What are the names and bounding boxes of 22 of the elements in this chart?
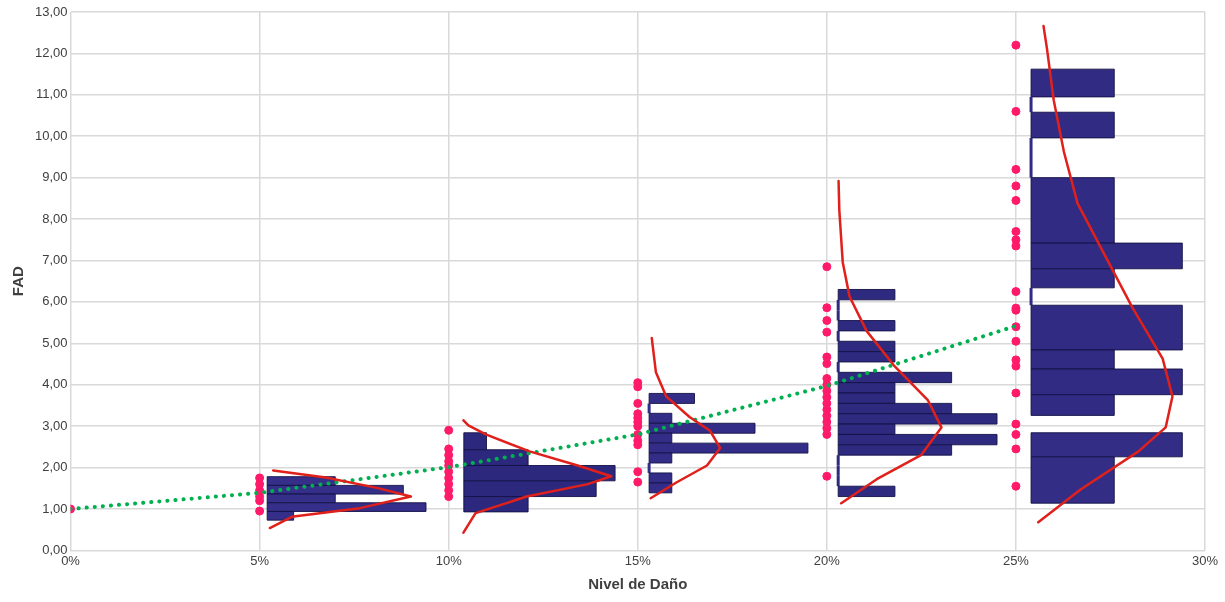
y-tick-label: 8,00 (42, 210, 68, 226)
x-tick-label: 20% (813, 552, 841, 568)
x-tick-label: 5% (250, 552, 270, 568)
y-tick-label: 4,00 (42, 376, 68, 392)
y-tick-label: 1,00 (42, 500, 68, 516)
y-tick-label: 13,00 (34, 3, 68, 19)
x-tick-label: 30% (1191, 552, 1219, 568)
y-tick-label: 6,00 (42, 293, 68, 309)
y-tick-label: 10,00 (34, 127, 68, 143)
x-tick-label: 15% (624, 552, 652, 568)
y-tick-label: 12,00 (34, 44, 68, 60)
y-tick-label: 2,00 (42, 459, 68, 475)
y-tick-label: 3,00 (42, 417, 68, 433)
y-tick-label: 11,00 (35, 86, 68, 102)
x-axis-title: Nivel de Daño (588, 575, 688, 593)
x-tick-label: 10% (435, 552, 463, 568)
y-axis-title: FAD (9, 266, 27, 297)
x-tick-label: 25% (1002, 552, 1030, 568)
y-tick-label: 9,00 (42, 169, 68, 185)
y-tick-label: 5,00 (42, 334, 68, 350)
y-tick-label: 0,00 (42, 541, 68, 557)
y-tick-label: 7,00 (42, 252, 68, 268)
